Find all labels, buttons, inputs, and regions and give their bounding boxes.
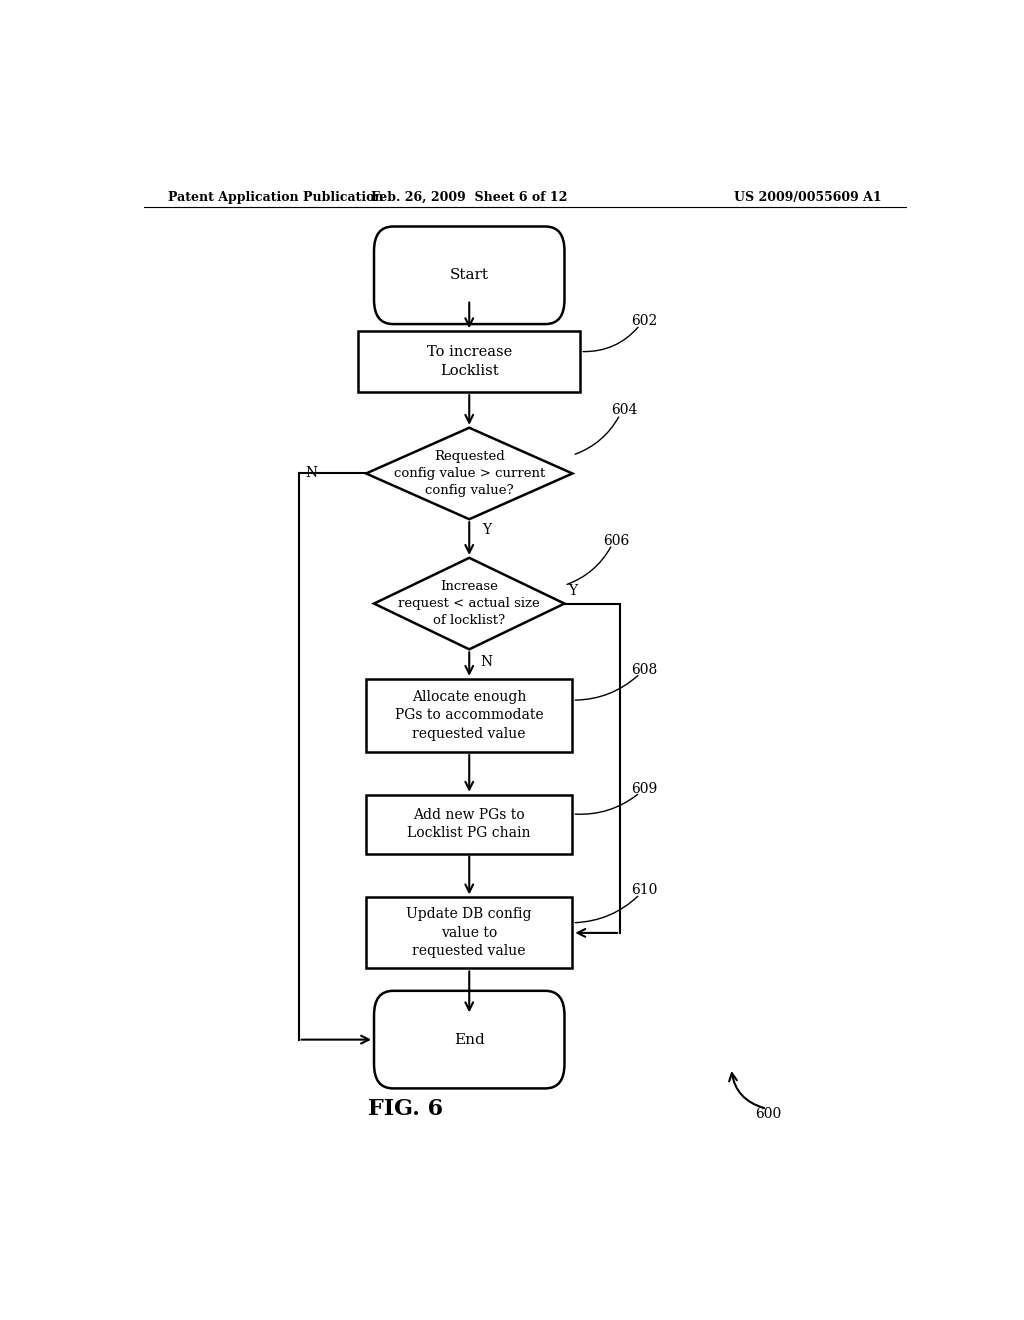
Text: End: End [454,1032,484,1047]
Text: 608: 608 [631,663,657,677]
Text: Add new PGs to
Locklist PG chain: Add new PGs to Locklist PG chain [408,808,531,841]
Text: N: N [480,655,493,668]
Bar [367,678,572,752]
Text: 609: 609 [631,781,657,796]
Text: Feb. 26, 2009  Sheet 6 of 12: Feb. 26, 2009 Sheet 6 of 12 [371,190,567,203]
Text: To increase
Locklist: To increase Locklist [427,346,512,378]
Text: Requested
config value > current
config value?: Requested config value > current config … [393,450,545,498]
Text: Allocate enough
PGs to accommodate
requested value: Allocate enough PGs to accommodate reque… [395,690,544,741]
Text: Patent Application Publication: Patent Application Publication [168,190,383,203]
Text: 610: 610 [631,883,657,898]
Bar [358,331,581,392]
FancyBboxPatch shape [374,991,564,1089]
Text: N: N [305,466,317,480]
Text: FIG. 6: FIG. 6 [369,1098,443,1119]
Text: Start: Start [450,268,488,282]
Text: Increase
request < actual size
of locklist?: Increase request < actual size of lockli… [398,579,540,627]
Text: 604: 604 [610,404,637,417]
Polygon shape [367,428,572,519]
Text: 602: 602 [631,314,657,329]
Bar [367,898,572,969]
Polygon shape [374,558,564,649]
Text: US 2009/0055609 A1: US 2009/0055609 A1 [734,190,882,203]
Text: Y: Y [568,585,578,598]
Text: 606: 606 [603,533,629,548]
Bar [367,795,572,854]
Text: Y: Y [482,524,492,537]
Text: 600: 600 [755,1106,781,1121]
Text: Update DB config
value to
requested value: Update DB config value to requested valu… [407,907,532,958]
FancyBboxPatch shape [374,227,564,325]
